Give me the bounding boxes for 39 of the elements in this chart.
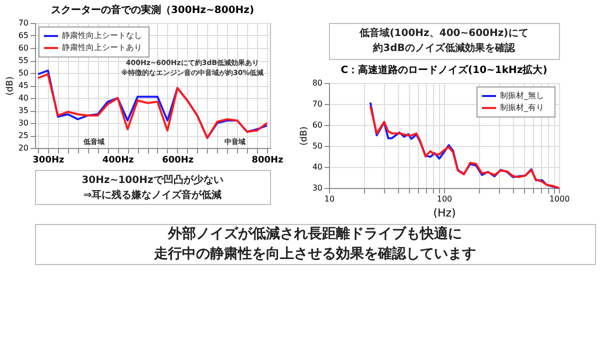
y-tick-label: 30	[312, 184, 322, 192]
y-axis-title: (dB)	[5, 76, 16, 96]
x-tick-label: 300Hz	[32, 156, 64, 166]
y-tick-label: 70	[312, 100, 322, 108]
y-tick-label: 50	[18, 68, 28, 78]
x-tick-label: 10	[324, 194, 335, 204]
chart-title: スクーターの音での実測（300Hz~800Hz)	[50, 4, 254, 16]
y-tick-label: 20	[18, 144, 28, 152]
y-tick-label: 45	[18, 81, 28, 90]
y-tick-label: 60	[312, 120, 322, 130]
y-tick-label: 40	[312, 162, 322, 172]
text: 走行中の静粛性を向上させる効果を確認しています	[153, 245, 476, 262]
x-axis-title: (Hz)	[433, 206, 456, 220]
x-tick-label: 600Hz	[162, 156, 194, 166]
text: 約3dBのノイズ低減効果を確認	[372, 42, 516, 54]
y-tick-label: 80	[312, 78, 322, 88]
y-tick-label: 40	[18, 94, 28, 102]
y-tick-label: 60	[18, 44, 28, 52]
text: 30Hz~100Hzで凹凸が少ない	[82, 174, 224, 186]
y-tick-label: 70	[18, 18, 28, 28]
legend-label: 制振材_有り	[500, 103, 544, 112]
x-tick-label: 800Hz	[252, 156, 284, 166]
y-axis-title: (dB)	[299, 126, 310, 146]
text: 外部ノイズが低減され長距離ドライブも快適に	[167, 225, 462, 242]
x-tick-label: 400Hz	[102, 156, 134, 166]
y-tick-label: 25	[18, 131, 28, 140]
x-tick-label: 100	[436, 194, 452, 204]
text: ⇒耳に残る嫌なノイズ音が低減	[83, 189, 222, 201]
chart-title: C：高速道路のロードノイズ(10~1kHz拡大)	[340, 64, 548, 76]
y-tick-label: 35	[18, 106, 28, 115]
text: 低音域(100Hz、400~600Hz)にて	[358, 27, 528, 39]
legend-label: 静粛性向上シートあり	[62, 43, 142, 52]
y-tick-label: 50	[312, 142, 322, 150]
x-tick-label: 1000	[549, 194, 570, 204]
legend-label: 制振材_無し	[500, 91, 544, 100]
legend-label: 静粛性向上シートなし	[62, 31, 142, 40]
y-tick-label: 55	[18, 56, 28, 65]
y-tick-label: 30	[18, 118, 28, 128]
y-tick-label: 65	[18, 31, 28, 40]
